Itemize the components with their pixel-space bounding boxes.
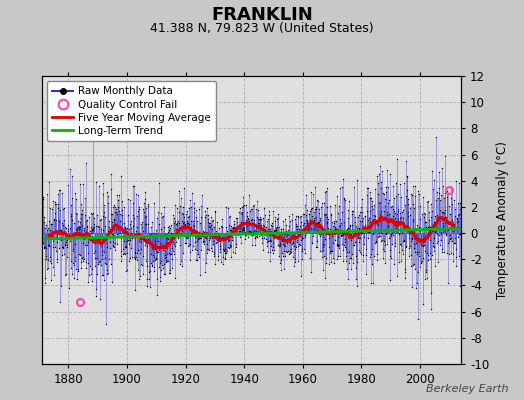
Text: Berkeley Earth: Berkeley Earth (426, 384, 508, 394)
Text: FRANKLIN: FRANKLIN (211, 6, 313, 24)
Legend: Raw Monthly Data, Quality Control Fail, Five Year Moving Average, Long-Term Tren: Raw Monthly Data, Quality Control Fail, … (47, 81, 216, 141)
Y-axis label: Temperature Anomaly (°C): Temperature Anomaly (°C) (496, 141, 509, 299)
Text: 41.388 N, 79.823 W (United States): 41.388 N, 79.823 W (United States) (150, 22, 374, 35)
